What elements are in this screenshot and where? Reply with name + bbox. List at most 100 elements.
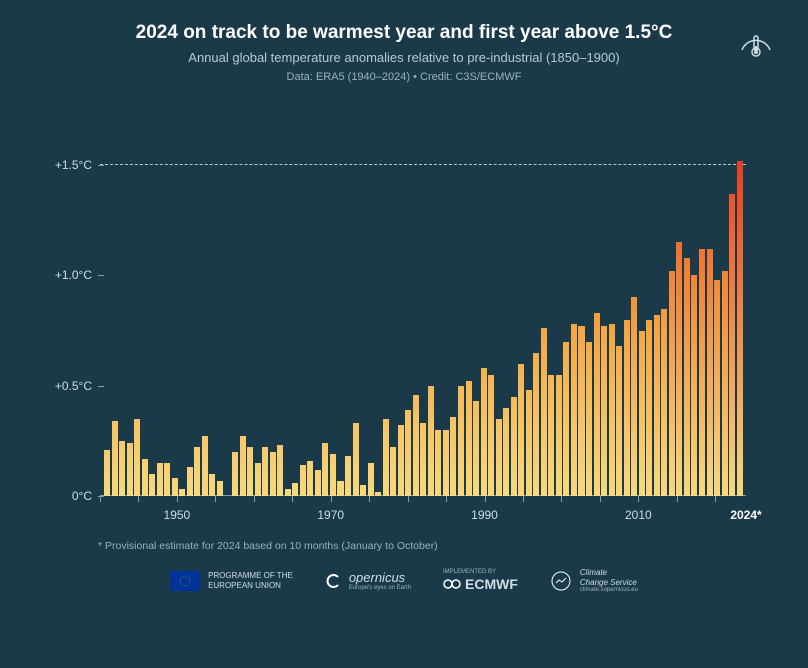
bar bbox=[631, 297, 637, 496]
chart-subtitle: Annual global temperature anomalies rela… bbox=[50, 50, 758, 65]
bar bbox=[157, 463, 163, 496]
bar bbox=[134, 419, 140, 496]
bar bbox=[240, 436, 246, 496]
bar bbox=[202, 436, 208, 496]
bar bbox=[172, 478, 178, 496]
bar bbox=[458, 386, 464, 496]
ecmwf-icon bbox=[443, 578, 461, 590]
x-axis-label: 1990 bbox=[471, 508, 498, 522]
bar bbox=[639, 331, 645, 496]
bar bbox=[149, 474, 155, 496]
y-axis: 0°C+0.5°C+1.0°C+1.5°C bbox=[50, 121, 100, 496]
bar bbox=[496, 419, 502, 496]
bar bbox=[405, 410, 411, 496]
bars-container bbox=[100, 121, 746, 496]
bar bbox=[473, 401, 479, 496]
bar bbox=[556, 375, 562, 496]
chart-header: 2024 on track to be warmest year and fir… bbox=[50, 22, 758, 83]
bar bbox=[262, 447, 268, 496]
bar bbox=[285, 489, 291, 496]
bar bbox=[443, 430, 449, 496]
bar bbox=[353, 423, 359, 496]
bar bbox=[594, 313, 600, 496]
bar bbox=[390, 447, 396, 496]
bar bbox=[669, 271, 675, 496]
bar bbox=[322, 443, 328, 496]
credit-ccs-sub: climate.copernicus.eu bbox=[580, 587, 638, 593]
bar bbox=[691, 275, 697, 496]
bar bbox=[292, 483, 298, 496]
x-axis-label: 2010 bbox=[625, 508, 652, 522]
bar bbox=[209, 474, 215, 496]
credit-copernicus: opernicus Europe's eyes on Earth bbox=[325, 570, 411, 591]
x-axis: 19501970199020102024* bbox=[100, 496, 746, 536]
bar bbox=[368, 463, 374, 496]
bar bbox=[684, 258, 690, 496]
x-axis-label: 1970 bbox=[317, 508, 344, 522]
bar bbox=[729, 194, 735, 496]
bar bbox=[503, 408, 509, 496]
bar bbox=[488, 375, 494, 496]
credit-ccs: Climate Change Service climate.copernicu… bbox=[550, 568, 638, 593]
chart-meta: Data: ERA5 (1940–2024) • Credit: C3S/ECM… bbox=[50, 71, 758, 83]
bar bbox=[179, 489, 185, 496]
copernicus-icon bbox=[325, 573, 341, 589]
bar bbox=[533, 353, 539, 496]
thermometer-icon bbox=[736, 26, 776, 71]
y-axis-label: 0°C bbox=[72, 489, 92, 503]
bar bbox=[337, 481, 343, 496]
eu-flag-icon bbox=[170, 571, 200, 591]
credit-ccs-label: Climate Change Service bbox=[580, 568, 638, 587]
bar bbox=[435, 430, 441, 496]
bar bbox=[518, 364, 524, 496]
bar bbox=[307, 461, 313, 496]
bar bbox=[676, 242, 682, 496]
bar bbox=[187, 467, 193, 496]
bar bbox=[609, 324, 615, 496]
bar bbox=[737, 161, 743, 496]
bar bbox=[450, 417, 456, 496]
bar bbox=[413, 395, 419, 496]
bar bbox=[217, 481, 223, 496]
bar bbox=[428, 386, 434, 496]
bar bbox=[383, 419, 389, 496]
bar bbox=[481, 368, 487, 496]
bar bbox=[578, 326, 584, 496]
chart-area: 0°C+0.5°C+1.0°C+1.5°C 195019701990201020… bbox=[50, 121, 758, 536]
credit-ecmwf-label: ECMWF bbox=[465, 576, 518, 592]
bar bbox=[255, 463, 261, 496]
bar bbox=[601, 326, 607, 496]
bar bbox=[616, 346, 622, 496]
bar bbox=[420, 423, 426, 496]
bar bbox=[661, 309, 667, 497]
bar bbox=[127, 443, 133, 496]
x-axis-label: 2024* bbox=[730, 508, 761, 522]
bar bbox=[563, 342, 569, 496]
bar bbox=[714, 280, 720, 496]
bar bbox=[247, 447, 253, 496]
footnote: * Provisional estimate for 2024 based on… bbox=[98, 540, 758, 552]
bar bbox=[571, 324, 577, 496]
credits-row: PROGRAMME OF THE EUROPEAN UNION opernicu… bbox=[50, 568, 758, 593]
bar bbox=[707, 249, 713, 496]
bar bbox=[722, 271, 728, 496]
credit-ecmwf: IMPLEMENTED BY ECMWF bbox=[443, 569, 518, 592]
chart-title: 2024 on track to be warmest year and fir… bbox=[50, 22, 758, 44]
credit-eu: PROGRAMME OF THE EUROPEAN UNION bbox=[170, 571, 293, 591]
y-axis-label: +0.5°C bbox=[55, 379, 92, 393]
bar bbox=[315, 470, 321, 496]
bar bbox=[112, 421, 118, 496]
bar bbox=[277, 445, 283, 496]
bar bbox=[270, 452, 276, 496]
credit-ecmwf-top: IMPLEMENTED BY bbox=[443, 569, 496, 575]
bar bbox=[654, 315, 660, 496]
bar bbox=[119, 441, 125, 496]
bar bbox=[526, 390, 532, 496]
bar bbox=[398, 425, 404, 496]
credit-copernicus-label: opernicus bbox=[349, 570, 411, 585]
bar bbox=[511, 397, 517, 496]
credit-copernicus-sub: Europe's eyes on Earth bbox=[349, 585, 411, 591]
ccs-icon bbox=[550, 570, 572, 592]
bar bbox=[699, 249, 705, 496]
y-axis-label: +1.5°C bbox=[55, 158, 92, 172]
